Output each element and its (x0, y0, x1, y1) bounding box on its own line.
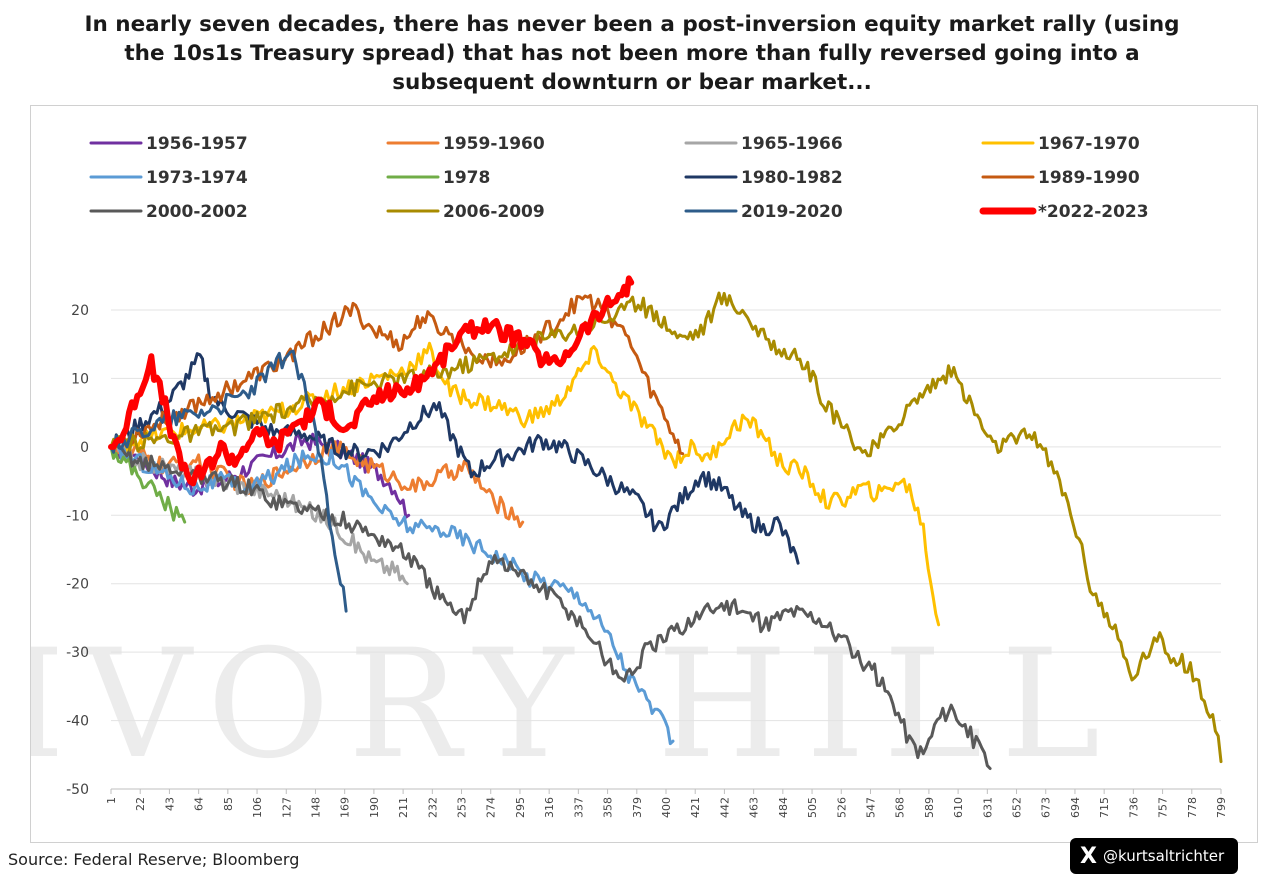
watermark-text: IVORY HILL (31, 618, 1118, 792)
x-tick-label-6: 127 (280, 797, 293, 818)
x-tick-label-12: 253 (456, 797, 469, 818)
x-tick-label-22: 463 (748, 797, 761, 818)
x-tick-label-36: 757 (1157, 797, 1170, 818)
legend-label-8: 2000-2002 (146, 202, 248, 222)
series-line-1989-1990 (109, 293, 685, 456)
x-tick-label-13: 274 (485, 797, 498, 818)
x-tick-label-11: 232 (426, 797, 439, 818)
x-tick-label-27: 568 (894, 797, 907, 818)
chart-title: In nearly seven decades, there has never… (10, 10, 1254, 97)
series-line-2006-2009 (109, 291, 1223, 764)
x-tick-label-26: 547 (864, 797, 877, 818)
series-line-1973-1974 (109, 440, 675, 746)
handle-text: @kurtsaltrichter (1102, 847, 1225, 865)
x-tick-label-20: 421 (689, 797, 702, 818)
x-tick-label-25: 526 (835, 797, 848, 818)
x-tick-label-28: 589 (923, 797, 936, 818)
chart-frame: IVORY HILL 20 10 0 -10 -20 -30 -40 -50 1 22 43 64 8… (30, 105, 1258, 843)
legend-label-4: 1973-1974 (146, 168, 248, 188)
x-tick-label-2: 43 (163, 797, 176, 811)
x-tick-label-23: 484 (777, 797, 790, 818)
x-tick-label-19: 400 (660, 797, 673, 818)
x-tick-label-8: 169 (339, 797, 352, 818)
x-tick-label-24: 505 (806, 797, 819, 818)
legend-label-7: 1989-1990 (1038, 168, 1140, 188)
x-tick-label-15: 316 (543, 797, 556, 818)
line-chart: IVORY HILL 20 10 0 -10 -20 -30 -40 -50 1 22 43 64 8… (31, 134, 1228, 818)
series-line--2022-2023 (108, 275, 635, 487)
x-tick-label-10: 211 (397, 797, 410, 818)
y-tick-label-3: -10 (66, 508, 89, 524)
x-tick-label-18: 379 (631, 797, 644, 818)
x-tick-label-35: 736 (1127, 797, 1140, 818)
source-note: Source: Federal Reserve; Bloomberg (8, 850, 300, 869)
title-line-2: the 10s1s Treasury spread) that has not … (124, 41, 1140, 66)
y-tick-label-2: 0 (80, 440, 89, 456)
legend-label-2: 1965-1966 (741, 134, 843, 154)
series-lines (108, 275, 1223, 770)
y-axis-ticks: 20 10 0 -10 -20 -30 -40 -50 (66, 303, 89, 798)
x-tick-label-9: 190 (368, 797, 381, 818)
x-tick-label-1: 22 (134, 797, 147, 811)
legend-label-11: *2022-2023 (1038, 202, 1149, 222)
x-logo-icon: X (1080, 843, 1097, 869)
y-tick-label-1: 10 (71, 371, 89, 387)
x-tick-label-7: 148 (309, 797, 322, 818)
x-tick-label-5: 106 (251, 797, 264, 818)
x-tick-label-14: 295 (514, 797, 527, 818)
x-tick-label-3: 64 (193, 797, 206, 811)
x-tick-label-34: 715 (1098, 797, 1111, 818)
x-tick-label-38: 799 (1215, 797, 1228, 818)
y-tick-label-0: 20 (71, 303, 89, 319)
legend: 1956-1957 1959-1960 1965-1966 1967-1970 1973… (89, 134, 1149, 222)
x-tick-label-31: 652 (1011, 797, 1024, 818)
title-line-1: In nearly seven decades, there has never… (84, 12, 1180, 37)
x-tick-label-17: 358 (602, 797, 615, 818)
legend-label-3: 1967-1970 (1038, 134, 1140, 154)
x-tick-label-33: 694 (1069, 797, 1082, 818)
legend-label-1: 1959-1960 (443, 134, 545, 154)
x-tick-label-4: 85 (222, 797, 235, 811)
x-tick-label-30: 631 (981, 797, 994, 818)
x-tick-label-0: 1 (105, 797, 118, 804)
legend-label-10: 2019-2020 (741, 202, 843, 222)
legend-label-0: 1956-1957 (146, 134, 248, 154)
y-tick-label-4: -20 (66, 577, 89, 593)
title-line-3: subsequent downturn or bear market... (392, 70, 872, 95)
y-tick-label-7: -50 (66, 782, 89, 798)
series-line-1978 (109, 445, 187, 524)
x-tick-label-21: 442 (718, 797, 731, 818)
legend-label-6: 1980-1982 (741, 168, 843, 188)
social-handle-badge[interactable]: X @kurtsaltrichter (1070, 838, 1238, 874)
legend-label-9: 2006-2009 (443, 202, 545, 222)
y-tick-label-5: -30 (66, 645, 89, 661)
x-tick-label-37: 778 (1186, 797, 1199, 818)
series-line-2019-2020 (109, 349, 348, 613)
x-tick-label-16: 337 (572, 797, 585, 818)
legend-label-5: 1978 (443, 168, 490, 188)
x-axis-ticks: 1 22 43 64 85 106 127 148 169 190 211 232 253 274 295 3… (105, 789, 1228, 818)
y-tick-label-6: -40 (66, 714, 89, 730)
x-tick-label-32: 673 (1040, 797, 1053, 818)
series-line-2000-2002 (109, 440, 992, 770)
x-tick-label-29: 610 (952, 797, 965, 818)
